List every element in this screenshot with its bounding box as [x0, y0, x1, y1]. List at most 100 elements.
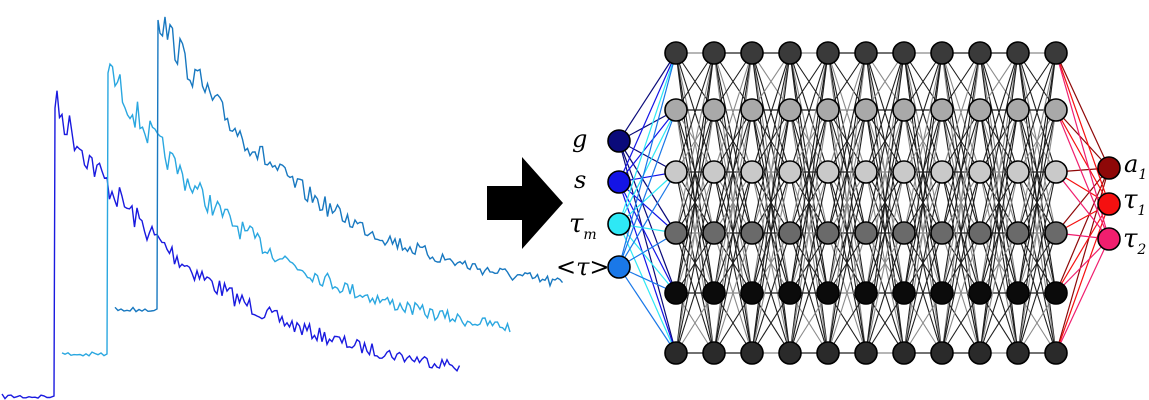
hidden-node: [778, 98, 802, 122]
output-label-tau1: τ1: [1123, 185, 1146, 219]
hidden-edge: [1017, 52, 1057, 294]
hidden-node: [778, 160, 802, 184]
hidden-node: [816, 41, 840, 65]
hidden-node: [930, 221, 954, 245]
hidden-edge: [827, 52, 867, 173]
hidden-edge: [979, 109, 1019, 354]
hidden-edge: [903, 292, 943, 354]
hidden-edge: [713, 52, 753, 234]
hidden-node: [930, 98, 954, 122]
decay-curve-light: [61, 62, 511, 357]
hidden-node: [854, 160, 878, 184]
hidden-edge: [941, 52, 981, 173]
hidden-node: [702, 281, 726, 305]
hidden-node: [892, 281, 916, 305]
hidden-edge: [827, 109, 867, 354]
hidden-node: [664, 221, 688, 245]
hidden-node: [664, 160, 688, 184]
hidden-edge: [675, 232, 715, 354]
hidden-node: [1006, 160, 1030, 184]
hidden-node: [740, 160, 764, 184]
hidden-node: [968, 160, 992, 184]
hidden-node: [702, 160, 726, 184]
hidden-node: [854, 98, 878, 122]
hidden-edge: [675, 109, 715, 354]
input-edge: [618, 223, 677, 294]
hidden-node: [854, 281, 878, 305]
hidden-node: [854, 221, 878, 245]
hidden-edge: [1017, 171, 1057, 354]
output-edge: [1055, 109, 1110, 169]
output-edge: [1055, 109, 1110, 205]
hidden-node: [1044, 281, 1068, 305]
hidden-edge: [903, 171, 943, 354]
input-edge: [618, 109, 677, 225]
hidden-edge: [903, 52, 943, 234]
hidden-edge: [865, 109, 905, 354]
decay-curve-dark: [1, 90, 461, 400]
input-label-s: s: [574, 166, 586, 194]
hidden-node: [816, 341, 840, 365]
hidden-edge: [979, 292, 1019, 354]
hidden-edge: [1017, 52, 1057, 173]
output-label-a1: a1: [1124, 150, 1147, 183]
hidden-edge: [903, 232, 943, 354]
hidden-node: [854, 41, 878, 65]
input-edge: [618, 52, 677, 183]
hidden-node: [740, 281, 764, 305]
hidden-node: [816, 221, 840, 245]
hidden-node: [968, 281, 992, 305]
hidden-edge: [751, 171, 791, 354]
decay-curve-mid: [114, 16, 564, 313]
input-edge: [618, 181, 677, 234]
output-node: [1097, 156, 1121, 180]
input-edge: [618, 223, 677, 354]
hidden-edge: [865, 292, 905, 354]
hidden-edge: [751, 292, 791, 354]
hidden-node: [1044, 221, 1068, 245]
hidden-edge: [713, 232, 753, 354]
decay-curves: [1, 16, 564, 400]
hidden-edge: [751, 232, 791, 354]
hidden-edge: [827, 52, 867, 294]
hidden-edge: [941, 292, 981, 354]
hidden-edge: [675, 52, 715, 173]
hidden-edge: [1017, 292, 1057, 354]
hidden-edge: [789, 52, 829, 173]
input-edge: [618, 109, 677, 183]
hidden-node: [778, 281, 802, 305]
hidden-edge: [713, 292, 753, 354]
hidden-edge: [865, 171, 905, 354]
hidden-node: [778, 341, 802, 365]
input-nodes: [607, 129, 631, 279]
hidden-node: [702, 221, 726, 245]
input-node: [607, 212, 631, 236]
hidden-edge: [713, 109, 753, 354]
hidden-edge: [751, 109, 791, 354]
hidden-edge: [827, 292, 867, 354]
hidden-node: [930, 160, 954, 184]
hidden-node: [1044, 341, 1068, 365]
hidden-edge: [941, 109, 981, 354]
hidden-edge: [979, 52, 1019, 173]
hidden-node: [892, 221, 916, 245]
hidden-edge: [675, 52, 715, 294]
hidden-node: [892, 41, 916, 65]
hidden-edge: [1017, 52, 1057, 234]
hidden-edge: [675, 52, 715, 234]
hidden-edge: [941, 52, 981, 294]
hidden-node: [930, 281, 954, 305]
hidden-edge: [865, 52, 905, 234]
arrow-icon: [487, 157, 563, 249]
output-edge: [1055, 171, 1110, 240]
hidden-node: [892, 160, 916, 184]
input-edge: [618, 52, 677, 142]
hidden-node: [968, 341, 992, 365]
hidden-node: [968, 221, 992, 245]
hidden-node: [702, 41, 726, 65]
hidden-edge: [827, 52, 867, 234]
input-node: [607, 255, 631, 279]
input-edge: [618, 181, 677, 294]
hidden-edge: [713, 52, 753, 173]
